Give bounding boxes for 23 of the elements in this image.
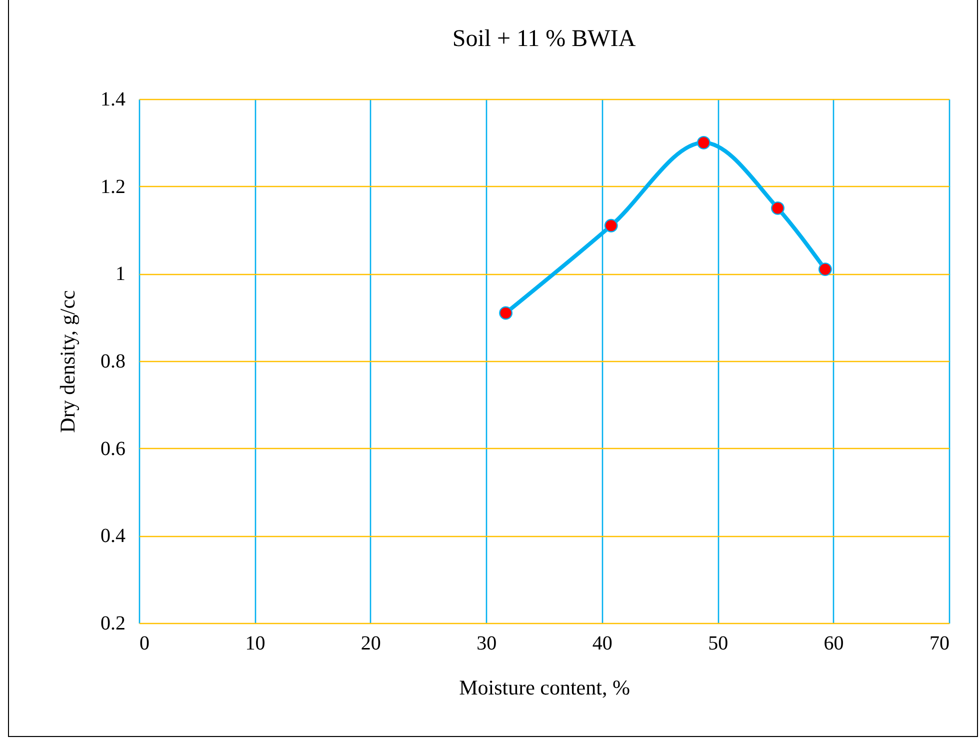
y-tick-label: 0.8 (100, 350, 126, 372)
x-tick-label: 20 (360, 632, 381, 654)
y-tick-label: 0.6 (100, 438, 126, 460)
x-tick-label: 10 (245, 632, 266, 654)
y-tick-label: 1.2 (100, 176, 126, 198)
x-tick-label: 70 (930, 632, 950, 654)
y-axis-title: Dry density, g/cc (56, 290, 80, 433)
point (499, 306, 513, 320)
y-tick-label: 1.4 (100, 88, 126, 110)
point (604, 218, 618, 232)
x-axis-title: Moisture content, % (459, 676, 630, 700)
y-tick-label: 1 (116, 263, 126, 286)
y-tick-label: 0.4 (100, 525, 126, 548)
x-tick-label: 60 (824, 632, 844, 654)
point (771, 201, 784, 215)
x-tick-label: 0 (140, 632, 150, 654)
x-tick-label: 50 (708, 632, 728, 654)
y-tick-label: 0.2 (100, 612, 126, 634)
chart-title: Soil + 11 % BWIA (452, 26, 636, 52)
x-tick-label: 40 (592, 632, 612, 654)
point (818, 262, 832, 276)
x-tick-label: 30 (476, 632, 497, 654)
point (696, 136, 710, 150)
